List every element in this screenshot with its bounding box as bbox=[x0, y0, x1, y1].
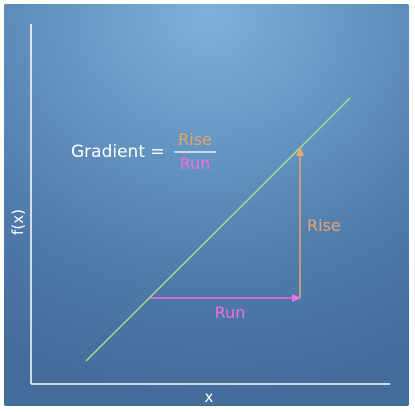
diagram-panel: f(x) x Rise Run Gradient = Rise Run bbox=[4, 4, 409, 406]
run-label: Run bbox=[215, 303, 246, 322]
formula-lhs: Gradient = bbox=[71, 142, 165, 162]
function-line bbox=[85, 97, 351, 362]
formula-numerator: Rise bbox=[178, 130, 212, 149]
y-axis-label: f(x) bbox=[9, 209, 27, 235]
gradient-diagram: f(x) x Rise Run Gradient = Rise Run bbox=[9, 24, 390, 406]
formula-denominator: Run bbox=[180, 154, 211, 173]
run-arrowhead bbox=[292, 294, 301, 302]
x-axis-label: x bbox=[205, 388, 214, 406]
rise-label: Rise bbox=[307, 216, 341, 235]
rise-arrowhead bbox=[296, 147, 304, 156]
